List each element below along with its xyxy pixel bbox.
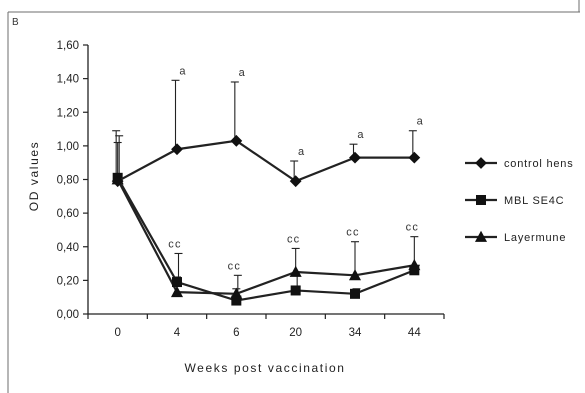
significance-label: a: [239, 67, 246, 79]
significance-label: cc: [287, 233, 300, 245]
y-tick-label: 0,80: [57, 175, 79, 187]
legend-label: Layermune: [504, 232, 566, 244]
significance-label: a: [357, 129, 364, 141]
x-axis: 0 4 6 20 34 44: [87, 313, 445, 339]
y-tick-label: 1,00: [57, 141, 79, 153]
significance-label: cc: [346, 227, 359, 239]
significance-label: cc: [168, 238, 181, 250]
x-tick-label: 34: [349, 327, 362, 339]
y-tick-label: 0,00: [57, 309, 79, 321]
data-point-layermune: [348, 269, 362, 281]
panel-label: B: [12, 17, 19, 28]
legend-label: control hens: [504, 158, 574, 170]
y-axis: 0,00 0,20 0,40 0,60 0,80 1,00 1,20 1,40 1,60: [57, 40, 89, 321]
y-tick-label: 0,60: [57, 208, 79, 220]
data-point-mbl-se4c: [290, 285, 301, 296]
significance-annotations: a a a a a cc cc cc cc cc: [168, 65, 424, 272]
figure-frame: [7, 0, 580, 393]
data-point-control-hens: [111, 175, 124, 188]
data-point-layermune: [170, 285, 184, 298]
y-tick-label: 1,40: [57, 74, 79, 86]
x-tick-label: 0: [114, 327, 120, 339]
series-line-mbl-se4c: [116, 177, 415, 302]
data-series: [111, 134, 421, 306]
series-line-control-hens: [117, 139, 415, 183]
x-tick-label: 6: [233, 327, 239, 339]
y-tick-label: 1,60: [57, 40, 79, 52]
data-point-control-hens: [289, 175, 302, 188]
significance-label: cc: [228, 260, 241, 272]
x-axis-title: Weeks post vaccination: [184, 361, 345, 375]
y-tick-label: 0,40: [57, 242, 79, 254]
y-tick-label: 1,20: [57, 107, 79, 119]
legend-label: MBL SE4C: [504, 195, 564, 207]
x-tick-label: 20: [289, 327, 302, 339]
data-point-control-hens: [349, 151, 361, 164]
x-tick-label: 4: [174, 327, 181, 339]
significance-label: a: [298, 146, 305, 158]
data-point-mbl-se4c: [350, 288, 360, 299]
data-point-mbl-se4c: [172, 277, 182, 288]
significance-label: a: [179, 65, 186, 77]
y-tick-label: 0,20: [57, 275, 79, 287]
data-point-layermune: [289, 265, 302, 277]
data-point-mbl-se4c: [409, 265, 420, 276]
data-point-control-hens: [171, 143, 183, 156]
y-axis-title: OD values: [27, 141, 41, 211]
series-line-layermune: [116, 178, 415, 295]
data-point-control-hens: [408, 151, 421, 164]
significance-label: a: [417, 116, 424, 128]
legend-marker-layermune: [474, 230, 488, 242]
data-point-control-hens: [230, 134, 243, 147]
data-point-mbl-se4c: [231, 295, 242, 306]
x-tick-label: 44: [408, 327, 421, 339]
legend-marker-mbl-se4c: [476, 195, 486, 205]
significance-label: cc: [406, 222, 419, 234]
error-bars: [112, 79, 420, 301]
legend-marker-control-hens: [475, 157, 487, 169]
legend: control hens MBL SE4C Layermune: [465, 157, 574, 244]
